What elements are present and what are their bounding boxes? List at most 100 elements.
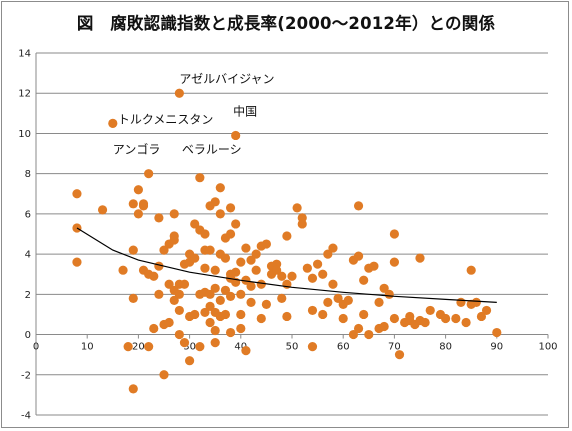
data-point	[353, 323, 364, 334]
data-point	[225, 229, 236, 239]
x-tick-label: 0	[33, 342, 39, 353]
data-point	[318, 309, 328, 320]
data-point	[97, 205, 108, 215]
data-point	[195, 173, 205, 183]
data-point	[159, 370, 169, 380]
data-point	[174, 329, 184, 340]
data-point	[190, 219, 200, 229]
chart-title: 図 腐敗認識指数と成長率(2000～2012年）との関係	[76, 14, 496, 33]
data-point	[261, 239, 271, 249]
data-point	[200, 263, 210, 273]
data-point	[333, 293, 343, 303]
data-point	[492, 327, 502, 338]
data-point	[215, 209, 225, 219]
trendline-group	[76, 227, 497, 303]
data-point	[133, 185, 143, 195]
x-tick-labels: 0 10 20 30 40 50 60 70 80 90 100	[33, 342, 558, 353]
data-point	[210, 338, 220, 348]
annotation-label: トルクメニスタン	[118, 112, 214, 126]
data-point	[210, 197, 220, 207]
data-point	[277, 293, 287, 303]
data-point	[307, 305, 318, 316]
data-point	[133, 209, 143, 219]
data-point	[195, 342, 205, 352]
data-point	[338, 313, 348, 324]
data-point	[292, 203, 302, 213]
data-point	[251, 265, 261, 275]
x-tick-label: 10	[81, 342, 94, 353]
data-point	[405, 311, 415, 322]
data-point	[190, 309, 200, 320]
data-point	[471, 297, 481, 307]
data-point	[108, 118, 118, 128]
y-tick-label: 6	[25, 209, 31, 220]
data-point	[72, 223, 82, 233]
data-point	[379, 283, 389, 293]
data-point	[210, 283, 220, 293]
data-point	[179, 338, 190, 348]
data-point	[374, 297, 384, 307]
x-tick-label: 20	[132, 342, 145, 353]
annotation-label: アンゴラ	[113, 142, 161, 157]
x-tick-label: 40	[234, 342, 247, 353]
data-point	[144, 169, 154, 179]
data-point	[359, 309, 369, 320]
y-tick-label: 14	[18, 49, 31, 60]
data-point	[241, 346, 251, 356]
data-point	[328, 279, 338, 289]
gridlines	[36, 52, 548, 416]
data-point	[353, 201, 364, 211]
data-point	[323, 297, 333, 307]
annotation-label: ベラルーシ	[182, 143, 242, 157]
data-point	[200, 307, 210, 318]
y-tick-label: -4	[21, 411, 31, 422]
data-point	[72, 189, 82, 199]
data-point	[205, 289, 215, 299]
axes	[35, 53, 549, 415]
data-point	[389, 313, 399, 324]
x-tick-label: 100	[538, 342, 557, 353]
x-tick-label: 70	[388, 342, 401, 353]
y-tick-label: 10	[18, 129, 31, 140]
data-point	[272, 265, 282, 275]
data-point	[302, 263, 312, 273]
data-point	[185, 356, 195, 366]
data-point	[72, 257, 82, 267]
data-point	[144, 342, 154, 352]
data-point	[415, 253, 425, 263]
data-point	[220, 253, 231, 263]
data-point	[174, 289, 184, 299]
data-point	[128, 293, 138, 303]
data-point	[128, 199, 138, 209]
data-point	[369, 261, 379, 271]
data-point	[210, 325, 220, 336]
x-tick-label: 60	[337, 342, 350, 353]
data-point	[220, 285, 231, 295]
data-point	[225, 291, 236, 301]
y-tick-labels: -4 -2 0 2 4 6 8 10 12 14	[18, 49, 31, 422]
data-point	[236, 323, 246, 334]
data-point	[282, 311, 292, 322]
data-point	[205, 317, 215, 328]
data-point	[256, 279, 266, 289]
annotation-label: アゼルバイジャン	[179, 72, 274, 86]
data-point	[451, 313, 461, 324]
data-point	[164, 317, 174, 328]
data-point	[210, 265, 220, 275]
data-point	[123, 342, 133, 352]
data-point	[231, 219, 241, 229]
data-point	[364, 329, 374, 340]
x-tick-label: 30	[183, 342, 196, 353]
data-point	[179, 279, 190, 289]
data-point	[246, 281, 256, 291]
data-point	[277, 271, 287, 281]
data-point	[128, 384, 138, 394]
data-point	[236, 309, 246, 320]
data-point	[323, 249, 333, 259]
x-tick-label: 90	[490, 342, 503, 353]
data-point	[389, 257, 399, 267]
data-point	[348, 329, 359, 340]
data-point	[128, 245, 138, 255]
